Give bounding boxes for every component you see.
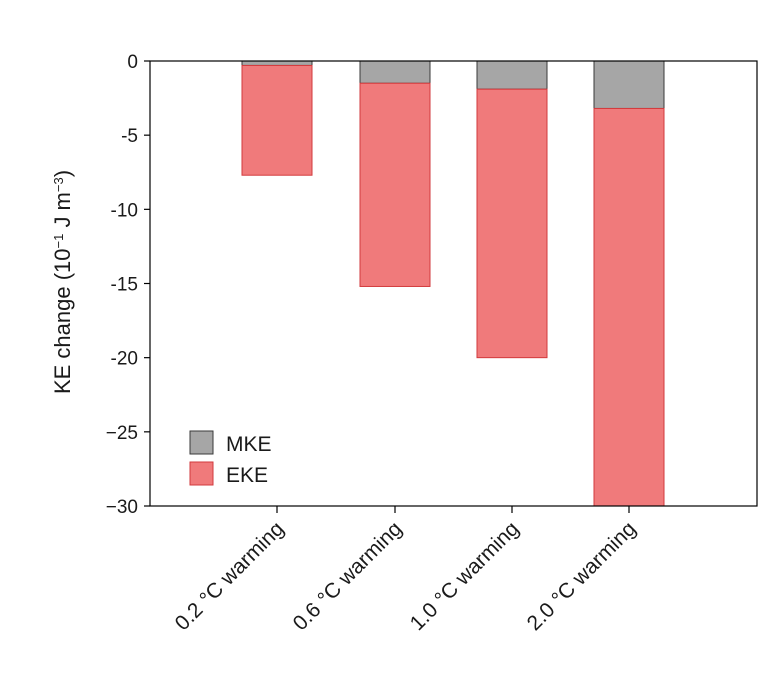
legend-label-eke: EKE <box>226 464 268 487</box>
y-tick-label: −25 <box>106 423 138 444</box>
legend: MKE EKE <box>189 430 272 487</box>
y-axis-ticks: 0 -5 -10 -15 -20 −25 −30 <box>106 52 150 518</box>
bars <box>241 60 665 507</box>
legend-swatch-mke <box>189 430 214 455</box>
bar-mke-2 <box>476 60 548 90</box>
bar-eke-3 <box>593 107 665 507</box>
y-tick-label: -10 <box>111 200 138 221</box>
y-tick-label: -15 <box>111 275 138 296</box>
bar-eke-0 <box>241 64 313 176</box>
bar-mke-3 <box>593 60 665 109</box>
y-axis-title: KE change (10−1 J m−3) <box>50 170 75 394</box>
y-tick-label: -5 <box>121 126 138 147</box>
y-tick-label: -20 <box>111 349 138 370</box>
x-category-label: 0.2 °C warming <box>171 517 289 635</box>
x-axis-ticks: 0.2 °C warming 0.6 °C warming 1.0 °C warmi… <box>171 506 641 635</box>
y-tick-label: 0 <box>127 52 138 73</box>
y-axis-title-exp2: −3 <box>51 177 66 192</box>
legend-swatch-eke <box>189 461 214 486</box>
bar-mke-0 <box>241 60 313 66</box>
y-axis-title-end: ) <box>50 170 75 177</box>
y-axis-title-exp1: −1 <box>51 234 66 249</box>
bar-eke-1 <box>359 82 431 287</box>
x-category-label: 1.0 °C warming <box>406 517 524 635</box>
bar-eke-2 <box>476 88 548 359</box>
x-category-label: 0.6 °C warming <box>289 517 407 635</box>
y-axis-title-main: KE change (10 <box>50 249 75 395</box>
y-tick-label: −30 <box>106 497 138 518</box>
y-axis-title-mid: J m <box>50 192 75 234</box>
legend-label-mke: MKE <box>226 433 272 456</box>
x-category-label: 2.0 °C warming <box>523 517 641 635</box>
bar-mke-1 <box>359 60 431 84</box>
